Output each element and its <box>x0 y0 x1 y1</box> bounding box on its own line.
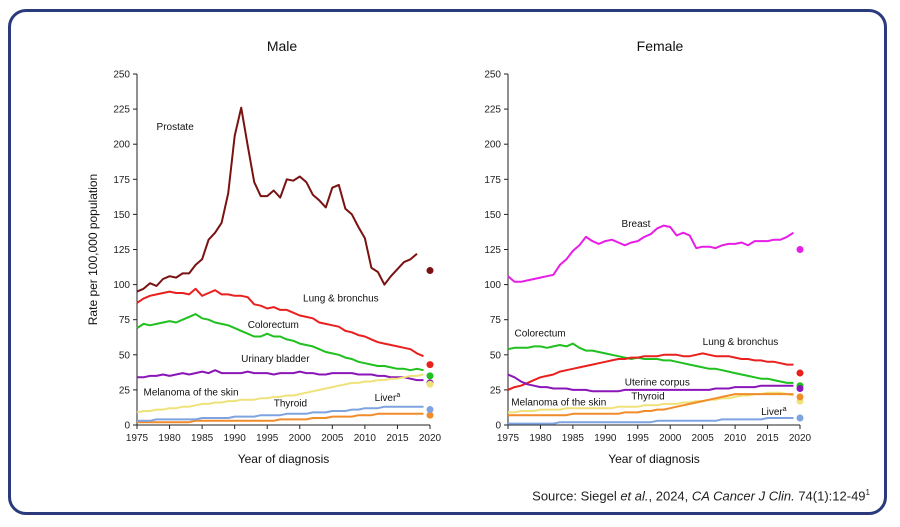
male-series-lung-bronchus-line <box>136 287 424 358</box>
female-x-tick-label: 1995 <box>627 433 650 444</box>
female-y-tick-label: 0 <box>495 421 501 432</box>
female-y-tick-label: 150 <box>484 210 501 221</box>
female-series-liver-line <box>508 417 794 425</box>
female-series-thyroid-line <box>508 391 794 414</box>
male-y-tick-label: 225 <box>113 105 130 116</box>
female-series-lung-bronchus-label: Lung & bronchus <box>703 337 779 348</box>
male-series-prostate-label: Prostate <box>157 122 195 133</box>
male-series-prostate-2020-point <box>426 267 434 275</box>
male-y-axis-label: Rate per 100,000 population <box>86 174 100 325</box>
male-series-lung-bronchus-2020-point <box>426 361 434 369</box>
female-series-melanoma-of-the-skin-label: Melanoma of the skin <box>511 397 606 408</box>
female-chart-title: Female <box>637 38 684 54</box>
female-x-tick-label: 1990 <box>594 433 617 444</box>
male-series-urinary-bladder-line <box>137 369 424 382</box>
female-x-tick-label: 2000 <box>659 433 682 444</box>
female-series-breast-2020-point <box>796 246 804 253</box>
female-y-tick-label: 250 <box>484 70 501 81</box>
male-series-liver-2020-point <box>426 406 434 414</box>
male-series-liver-line <box>137 405 424 422</box>
female-series-uterine-corpus-label: Uterine corpus <box>625 378 690 389</box>
male-x-tick-label: 2015 <box>386 433 409 444</box>
source-mid: , 2024, <box>648 488 692 504</box>
male-x-tick-label: 1975 <box>126 433 149 444</box>
female-series-lung-bronchus-2020-point <box>796 369 804 377</box>
female-y-tick-label: 200 <box>484 140 501 151</box>
female-x-tick-label: 1985 <box>562 433 585 444</box>
male-x-tick-label: 2010 <box>354 433 377 444</box>
source-journal: CA Cancer J Clin. <box>691 488 795 504</box>
female-y-tick-label: 175 <box>484 175 501 186</box>
female-series-uterine-corpus-line <box>507 373 794 393</box>
female-series-melanoma-of-the-skin-line <box>508 393 794 417</box>
male-series-melanoma-of-the-skin-2020-point <box>426 380 434 388</box>
male-y-tick-label: 125 <box>113 245 130 256</box>
male-y-tick-label: 50 <box>119 350 131 361</box>
female-series-liver-label-sup: a <box>783 406 787 413</box>
male-y-tick-label: 75 <box>119 315 131 326</box>
female-series-colorectum-line <box>507 342 794 384</box>
female-x-tick-label: 2010 <box>724 433 747 444</box>
female-y-tick-label: 225 <box>484 105 501 116</box>
source-etal: et al. <box>620 488 649 504</box>
male-x-tick-label: 2020 <box>419 433 442 444</box>
female-y-tick-label: 100 <box>484 280 501 291</box>
male-series-melanoma-of-the-skin-line <box>136 373 424 414</box>
source-sup: 1 <box>865 488 870 497</box>
female-y-tick-label: 125 <box>484 245 501 256</box>
female-x-axis-label: Year of diagnosis <box>608 452 700 466</box>
card-frame <box>8 9 887 515</box>
female-series-liver-label: Livera <box>761 406 787 418</box>
male-x-tick-label: 1995 <box>256 433 279 444</box>
male-chart-title: Male <box>267 38 298 54</box>
male-series-colorectum-line <box>136 313 424 372</box>
male-y-tick-label: 175 <box>113 175 130 186</box>
male-series-liver-label-sup: a <box>396 392 400 399</box>
female-x-tick-label: 1980 <box>529 433 552 444</box>
male-series-lung-bronchus-label: Lung & bronchus <box>303 293 379 304</box>
male-series-thyroid-line <box>137 412 424 424</box>
male-series-colorectum-2020-point <box>426 372 434 380</box>
male-series-thyroid-label: Thyroid <box>274 399 307 410</box>
female-y-tick-label: 25 <box>490 385 502 396</box>
male-x-tick-label: 2000 <box>289 433 312 444</box>
male-x-tick-label: 1980 <box>158 433 181 444</box>
source-suffix: 74(1):12-49 <box>794 488 866 504</box>
female-y-tick-label: 75 <box>490 315 502 326</box>
female-x-tick-label: 2005 <box>692 433 715 444</box>
male-series-colorectum-label: Colorectum <box>248 320 299 331</box>
male-series-prostate-line <box>136 106 418 293</box>
female-series-breast-line <box>507 224 795 283</box>
male-x-tick-label: 1985 <box>191 433 214 444</box>
male-x-axis-label: Year of diagnosis <box>238 452 330 466</box>
female-y-tick-label: 50 <box>490 350 502 361</box>
source-prefix: Source: Siegel <box>532 488 621 504</box>
male-y-tick-label: 25 <box>119 385 131 396</box>
male-series-liver-label: Livera <box>375 392 401 404</box>
male-series-melanoma-of-the-skin-label: Melanoma of the skin <box>144 388 239 399</box>
male-y-tick-label: 250 <box>113 70 130 81</box>
male-y-tick-label: 100 <box>113 280 130 291</box>
female-series-colorectum-label: Colorectum <box>514 329 565 340</box>
male-series-urinary-bladder-label: Urinary bladder <box>241 354 310 365</box>
male-y-tick-label: 0 <box>124 421 130 432</box>
female-series-lung-bronchus-line <box>507 352 794 391</box>
female-x-tick-label: 2015 <box>756 433 779 444</box>
source-citation: Source: Siegel et al., 2024, CA Cancer J… <box>532 488 870 503</box>
female-x-tick-label: 2020 <box>789 433 812 444</box>
male-series-thyroid-2020-point <box>426 411 434 419</box>
male-y-tick-label: 200 <box>113 140 130 151</box>
male-x-tick-label: 2005 <box>321 433 344 444</box>
female-series-melanoma-of-the-skin-2020-point <box>796 393 804 401</box>
female-series-liver-2020-point <box>796 414 804 422</box>
female-series-uterine-corpus-2020-point <box>796 384 804 392</box>
female-x-tick-label: 1975 <box>497 433 520 444</box>
female-series-breast-label: Breast <box>622 219 651 230</box>
male-x-tick-label: 1990 <box>224 433 247 444</box>
female-series-thyroid-label: Thyroid <box>631 392 664 403</box>
male-y-tick-label: 150 <box>113 210 130 221</box>
